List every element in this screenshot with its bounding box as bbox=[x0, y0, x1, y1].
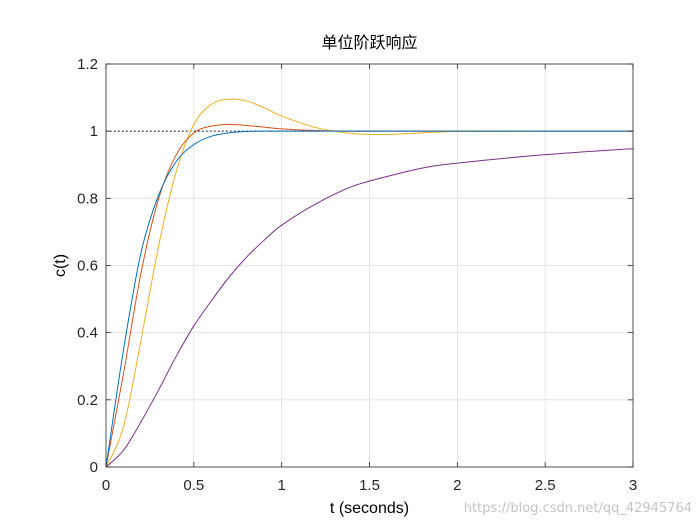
x-tick-label: 0.5 bbox=[183, 477, 204, 494]
y-tick-label: 0.4 bbox=[77, 325, 98, 342]
x-tick-label: 2.5 bbox=[535, 477, 556, 494]
series-layer bbox=[105, 98, 634, 468]
tick-layer: 0 0.5 1 1.5 2 2.5 3 0 0.2 0.4 0.6 0.8 1 1.2 bbox=[77, 56, 637, 494]
watermark: https://blog.csdn.net/qq_42945764 bbox=[464, 501, 692, 516]
x-axis-label: t (seconds) bbox=[330, 500, 409, 517]
chart-title: 单位阶跃响应 bbox=[321, 33, 417, 52]
y-axis-label: c(t) bbox=[52, 254, 69, 277]
y-tick-label: 1.2 bbox=[77, 56, 98, 73]
x-tick-label: 2 bbox=[453, 477, 461, 494]
x-tick-label: 3 bbox=[629, 477, 637, 494]
series-line-4 bbox=[105, 148, 634, 468]
x-tick-label: 1 bbox=[277, 477, 285, 494]
y-tick-label: 0.2 bbox=[77, 392, 98, 409]
series-line-3 bbox=[105, 98, 634, 468]
x-tick-label: 1.5 bbox=[359, 477, 380, 494]
y-tick-label: 0.6 bbox=[77, 258, 98, 275]
x-tick-label: 0 bbox=[102, 477, 110, 494]
y-tick-label: 1 bbox=[90, 123, 98, 140]
series-line-1 bbox=[105, 130, 633, 468]
y-tick-label: 0.8 bbox=[77, 190, 98, 207]
y-tick-label: 0 bbox=[90, 459, 98, 476]
